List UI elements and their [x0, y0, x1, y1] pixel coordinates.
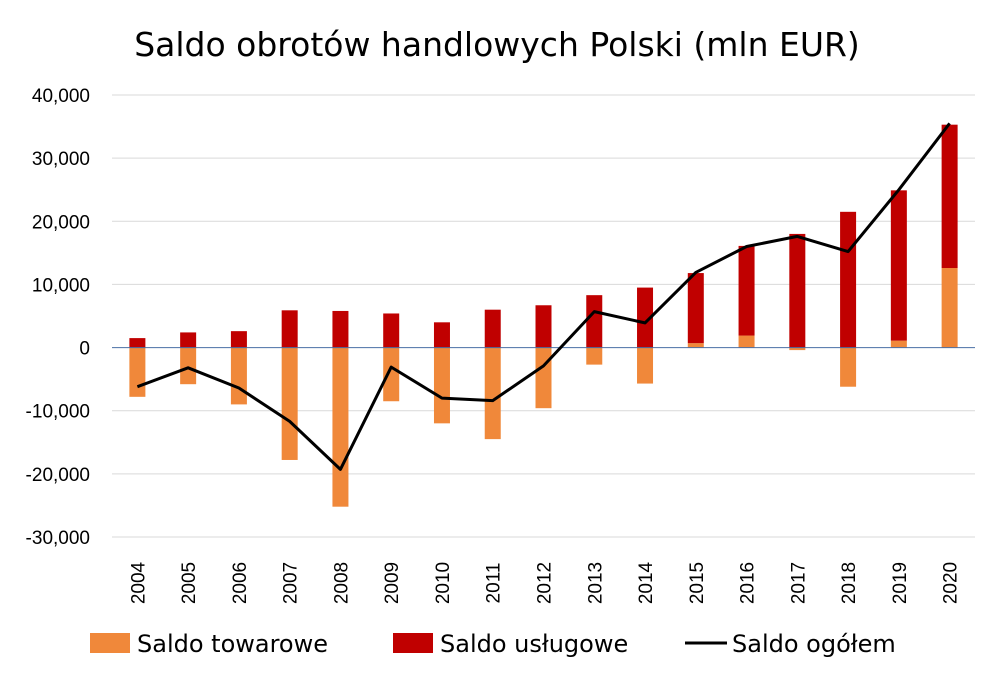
y-tick-label: -30,000 — [26, 528, 90, 549]
x-tick-label: 2004 — [128, 561, 149, 604]
bar-saldo-towarowe — [230, 347, 247, 405]
x-tick-label: 2007 — [281, 562, 302, 604]
bar-saldo-towarowe — [484, 347, 501, 440]
bar-saldo-uslugowe — [484, 309, 501, 348]
bar-saldo-towarowe — [941, 268, 958, 348]
x-tick-label: 2019 — [890, 562, 911, 604]
legend-label: Saldo towarowe — [137, 630, 328, 658]
x-tick-label: 2016 — [738, 562, 759, 604]
gridlines — [112, 94, 975, 538]
x-tick-label: 2008 — [331, 562, 352, 604]
bar-saldo-uslugowe — [383, 313, 400, 348]
bar-saldo-uslugowe — [941, 124, 958, 269]
bar-saldo-towarowe — [586, 347, 603, 365]
bar-saldo-uslugowe — [332, 310, 349, 348]
bar-saldo-uslugowe — [586, 295, 603, 348]
bar-saldo-towarowe — [637, 347, 654, 384]
bar-saldo-uslugowe — [840, 211, 857, 348]
x-tick-label: 2020 — [941, 562, 962, 604]
bar-saldo-towarowe — [332, 347, 349, 507]
x-tick-label: 2014 — [636, 561, 657, 604]
bar-saldo-uslugowe — [129, 338, 146, 348]
bar-saldo-towarowe — [535, 347, 552, 409]
y-tick-label: 20,000 — [32, 212, 90, 233]
x-tick-label: 2013 — [585, 562, 606, 604]
bar-saldo-towarowe — [738, 335, 755, 348]
bar-saldo-towarowe — [129, 347, 146, 397]
legend: Saldo towarowe Saldo usługowe Saldo ogółem — [90, 630, 896, 658]
x-tick-label: 2015 — [687, 562, 708, 604]
bar-saldo-uslugowe — [738, 245, 755, 336]
x-tick-label: 2011 — [484, 563, 505, 604]
bar-saldo-uslugowe — [433, 322, 450, 348]
legend-swatch — [393, 633, 433, 653]
bar-saldo-uslugowe — [890, 190, 907, 341]
x-tick-label: 2018 — [839, 562, 860, 604]
x-tick-label: 2012 — [535, 562, 556, 604]
x-tick-label: 2017 — [788, 562, 809, 604]
y-tick-label: 30,000 — [32, 149, 90, 170]
bar-saldo-towarowe — [687, 343, 704, 348]
bar-saldo-uslugowe — [687, 273, 704, 344]
series-line-saldo-ogolem — [136, 122, 951, 471]
bar-saldo-uslugowe — [281, 310, 298, 348]
bar-saldo-towarowe — [890, 340, 907, 348]
bar-saldo-uslugowe — [535, 305, 552, 348]
bar-saldo-towarowe — [840, 347, 857, 387]
bar-saldo-towarowe — [433, 347, 450, 424]
legend-label: Saldo ogółem — [732, 630, 896, 658]
y-tick-label: -20,000 — [26, 465, 90, 486]
x-tick-label: 2009 — [382, 562, 403, 604]
y-axis-ticks: 40,000 30,000 20,000 10,000 0 -10,000 -20,000 -… — [26, 86, 90, 549]
x-axis-ticks: 2004 2005 2006 2007 2008 2009 2010 2011 2012 2013… — [128, 561, 961, 604]
x-tick-label: 2010 — [433, 562, 454, 604]
bar-saldo-towarowe — [383, 347, 400, 402]
y-tick-label: 10,000 — [32, 275, 90, 296]
bars — [129, 124, 958, 507]
bar-saldo-towarowe — [281, 347, 298, 460]
legend-label: Saldo usługowe — [440, 630, 628, 658]
bar-saldo-uslugowe — [637, 287, 654, 348]
bar-saldo-uslugowe — [230, 331, 247, 348]
y-tick-label: -10,000 — [26, 402, 90, 423]
y-tick-label: 0 — [79, 339, 90, 360]
bar-saldo-uslugowe — [180, 332, 197, 348]
legend-swatch — [90, 633, 130, 653]
bar-saldo-towarowe — [180, 347, 197, 385]
y-tick-label: 40,000 — [32, 86, 90, 107]
x-tick-label: 2006 — [230, 562, 251, 604]
bar-saldo-towarowe — [789, 347, 806, 351]
total-line — [136, 122, 951, 471]
chart-title: Saldo obrotów handlowych Polski (mln EUR… — [134, 25, 860, 64]
bar-saldo-uslugowe — [789, 233, 806, 348]
x-tick-label: 2005 — [179, 562, 200, 604]
